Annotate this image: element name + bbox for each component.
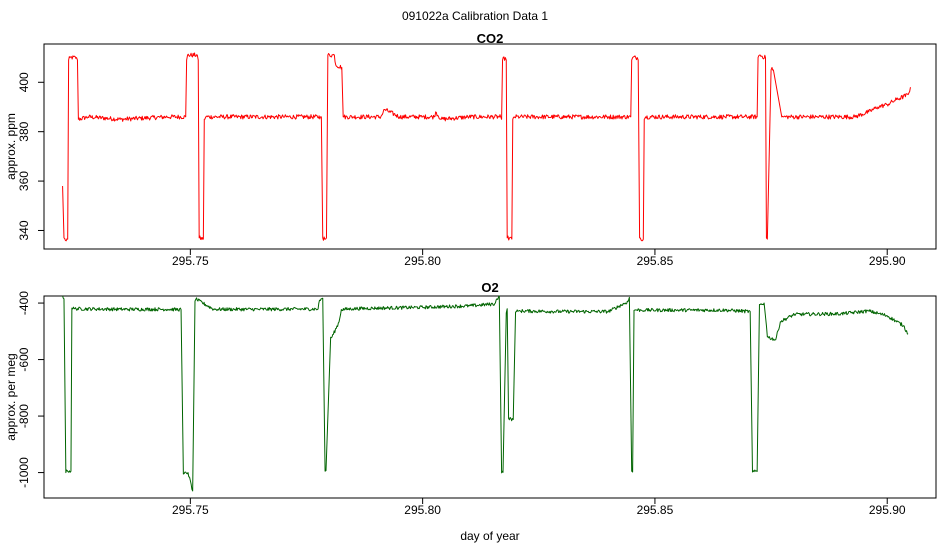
co2-x-tick-label: 295.90 bbox=[869, 254, 906, 268]
o2-chart-title: O2 bbox=[481, 280, 498, 295]
o2-x-tick-label: 295.85 bbox=[637, 503, 674, 517]
figure-title: 091022a Calibration Data 1 bbox=[401, 9, 549, 23]
co2-chart-title: CO2 bbox=[477, 31, 504, 46]
co2-x-tick-label: 295.75 bbox=[172, 254, 209, 268]
o2-y-tick-label: -600 bbox=[17, 347, 31, 371]
co2-y-tick-label: 400 bbox=[17, 72, 31, 92]
co2-y-axis-label: approx. ppm bbox=[4, 113, 18, 180]
co2-x-tick-label: 295.80 bbox=[404, 254, 441, 268]
co2-x-tick-label: 295.85 bbox=[637, 254, 674, 268]
co2-y-tick-label: 380 bbox=[17, 121, 31, 141]
o2-y-axis-label: approx. per meg bbox=[4, 353, 18, 440]
o2-y-tick-label: -1000 bbox=[17, 457, 31, 488]
co2-y-tick-label: 360 bbox=[17, 171, 31, 191]
o2-y-tick-label: -800 bbox=[17, 404, 31, 428]
o2-x-tick-label: 295.90 bbox=[869, 503, 906, 517]
o2-x-tick-label: 295.80 bbox=[404, 503, 441, 517]
o2-plot-frame bbox=[43, 295, 937, 499]
o2-y-tick-label: -400 bbox=[17, 291, 31, 315]
co2-plot-frame bbox=[43, 43, 937, 250]
o2-panel: O2 295.75 295.80 295.85 295.90 -1000 -800 -600 -… bbox=[4, 280, 937, 543]
o2-x-tick-label: 295.75 bbox=[172, 503, 209, 517]
o2-x-axis-label: day of year bbox=[460, 529, 519, 543]
co2-panel: CO2 295.75 295.80 295.85 295.90 340 360 380 400 a… bbox=[4, 31, 937, 268]
o2-series-line bbox=[62, 295, 909, 492]
co2-series-line bbox=[62, 52, 911, 242]
co2-y-tick-label: 340 bbox=[17, 220, 31, 240]
